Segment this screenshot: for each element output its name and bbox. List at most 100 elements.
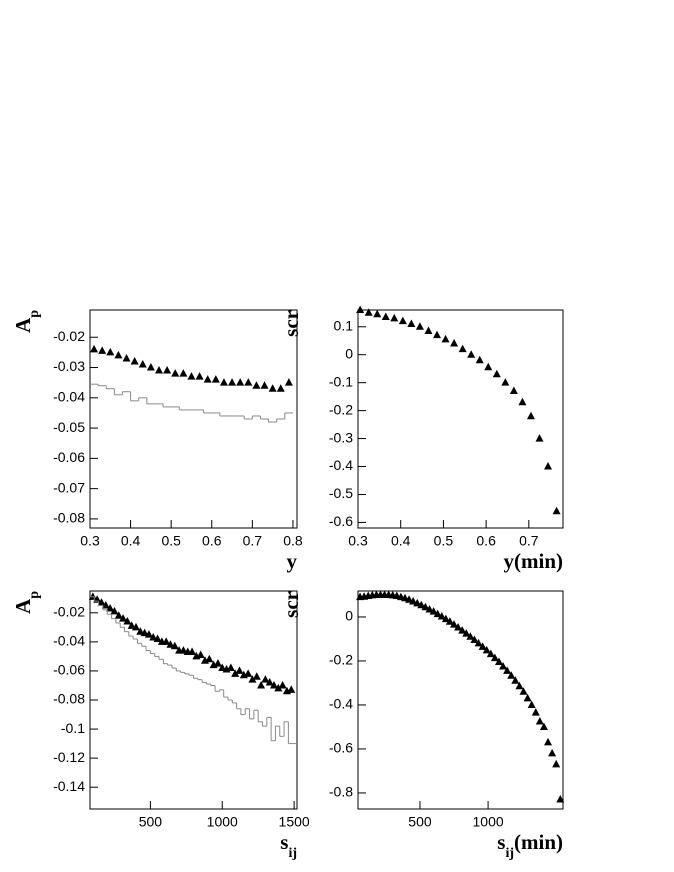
marker — [106, 603, 115, 612]
y-tick-label: 0.1 — [334, 317, 354, 333]
marker — [287, 685, 296, 693]
x-tick-label: 0.7 — [243, 533, 263, 549]
marker — [499, 661, 508, 670]
x-tick-label: 0.4 — [121, 533, 141, 549]
y-tick-label: -0.1 — [329, 373, 353, 389]
y-axis-label-part: p — [27, 310, 42, 318]
marker — [163, 366, 172, 374]
x-tick-label: 0.7 — [519, 533, 539, 549]
marker — [494, 657, 503, 666]
y-tick-label: 0 — [345, 345, 353, 361]
marker — [235, 666, 244, 674]
marker — [509, 386, 518, 395]
marker — [421, 602, 430, 611]
marker — [503, 666, 512, 674]
marker — [268, 384, 277, 392]
y-axis-label: Ap — [11, 310, 42, 333]
marker — [123, 617, 132, 625]
marker — [166, 640, 175, 648]
marker — [539, 722, 548, 730]
marker — [119, 614, 128, 622]
marker — [486, 649, 495, 658]
y-tick-label: -0.02 — [53, 604, 85, 620]
y-axis-label: scr — [279, 591, 303, 618]
marker — [535, 716, 544, 725]
marker — [270, 680, 278, 689]
marker — [445, 617, 454, 625]
marker — [205, 654, 214, 663]
x-axis-label-part: ij — [505, 846, 514, 861]
plot-frame — [357, 590, 564, 810]
x-axis-label: sij(min) — [497, 830, 563, 861]
marker — [195, 372, 204, 380]
marker — [429, 607, 438, 615]
marker — [226, 663, 235, 672]
y-axis-label: Ap — [11, 591, 42, 614]
x-axis-label: sij — [280, 830, 297, 861]
y-tick-label: -0.03 — [53, 358, 85, 374]
y-tick-label: -0.3 — [329, 429, 353, 445]
marker — [475, 355, 484, 364]
marker — [390, 313, 399, 322]
marker — [260, 381, 269, 389]
marker — [127, 621, 136, 629]
x-tick-label: 0.4 — [391, 533, 411, 549]
marker — [106, 347, 115, 356]
marker — [252, 381, 261, 389]
marker — [244, 669, 253, 677]
plot-frame — [357, 309, 564, 529]
marker — [441, 614, 450, 623]
x-tick-label: 0.8 — [283, 533, 303, 549]
marker — [110, 606, 119, 615]
marker — [527, 700, 536, 708]
panel: 500 1000 1500 -0.02 -0.04 -0.06 -0.08 -0.1 -0.12… — [11, 590, 310, 861]
marker — [101, 601, 110, 609]
y-tick-label: -0.12 — [53, 749, 85, 765]
marker — [482, 645, 491, 654]
marker — [196, 650, 205, 658]
marker — [284, 378, 293, 386]
x-axis-label: y(min) — [504, 549, 564, 573]
marker — [98, 346, 107, 354]
marker — [90, 344, 99, 353]
marker — [454, 623, 463, 631]
marker — [373, 309, 382, 318]
marker — [274, 683, 283, 692]
x-tick-label: 500 — [139, 814, 163, 830]
marker — [211, 375, 220, 383]
marker — [187, 372, 196, 380]
marker — [122, 353, 131, 362]
marker — [140, 628, 149, 637]
x-tick-label: 0.3 — [348, 533, 368, 549]
marker — [437, 612, 446, 620]
marker — [252, 672, 261, 680]
marker — [531, 708, 540, 716]
marker — [501, 378, 510, 386]
y-axis-label-part: A — [11, 598, 35, 614]
y-tick-label: -0.07 — [53, 479, 85, 495]
marker — [415, 322, 424, 330]
x-tick-label: 1000 — [207, 814, 238, 830]
plot-frame — [89, 309, 298, 529]
marker — [518, 397, 527, 406]
marker — [466, 632, 475, 640]
y-axis-label-part: p — [27, 591, 42, 599]
marker — [523, 693, 532, 702]
x-axis-label-part: (min) — [514, 830, 563, 854]
marker — [162, 637, 171, 645]
y-tick-label: 0 — [345, 608, 353, 624]
marker — [507, 671, 516, 679]
y-axis-label-part: scr — [279, 591, 303, 618]
y-tick-label: -0.06 — [53, 449, 85, 465]
marker — [114, 350, 123, 359]
marker — [231, 669, 240, 677]
marker — [470, 635, 479, 644]
x-axis-label-part: y(min) — [504, 549, 564, 573]
marker — [544, 737, 553, 746]
marker — [149, 633, 158, 641]
marker — [556, 795, 565, 803]
marker — [490, 653, 499, 662]
marker — [179, 369, 188, 377]
